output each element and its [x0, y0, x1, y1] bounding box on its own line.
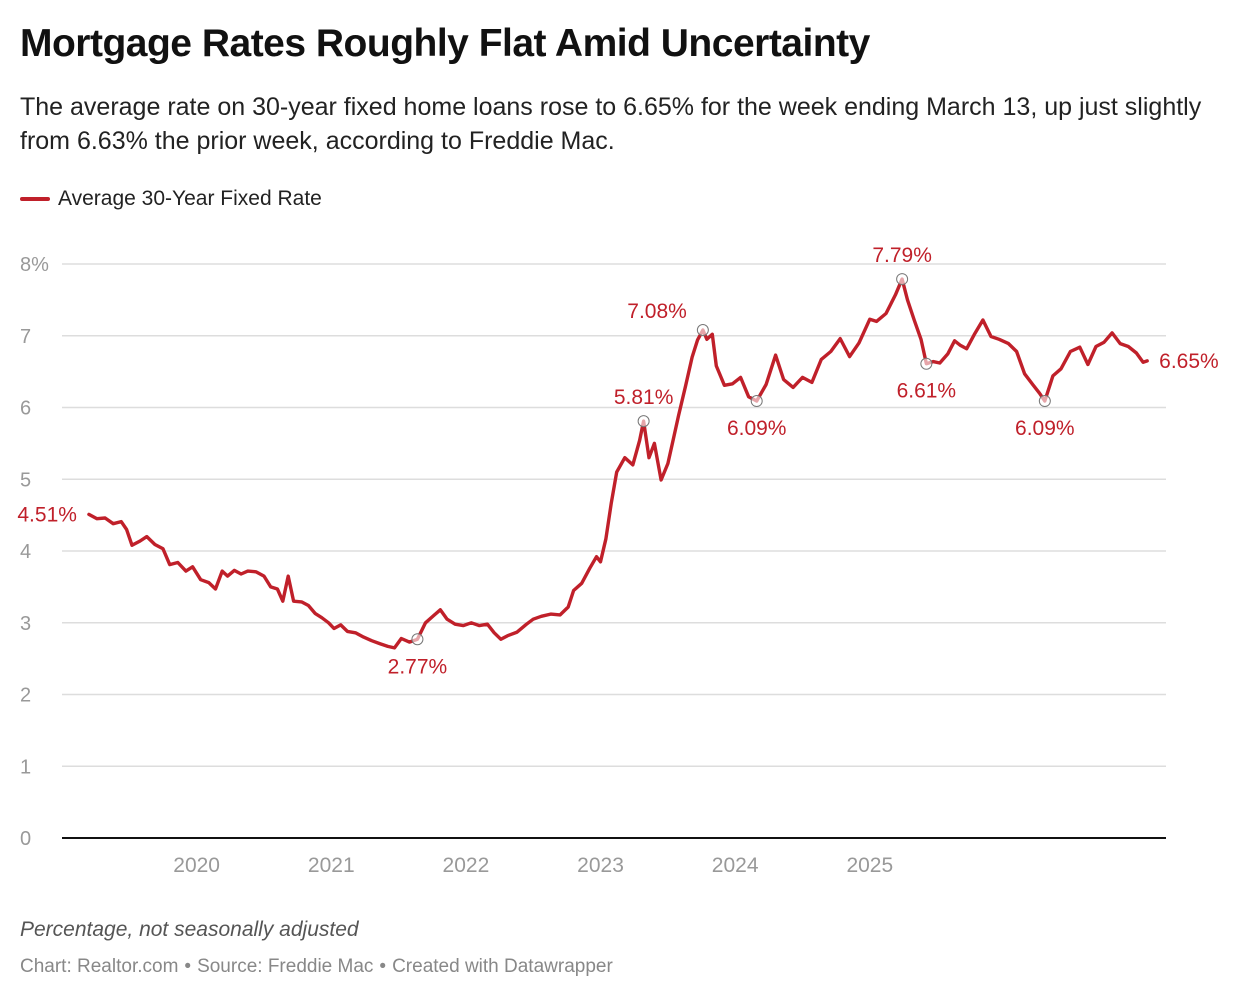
x-axis-labels: 2020 2021 2022 2023 2024 2025 — [173, 854, 893, 877]
y-tick-label: 7 — [20, 326, 31, 348]
chart-note: Percentage, not seasonally adjusted — [20, 918, 359, 941]
chart-footer: Chart: Realtor.com • Source: Freddie Mac • C… — [20, 956, 613, 978]
y-tick-label: 3 — [20, 613, 31, 635]
chart-legend: Average 30-Year Fixed Rate — [20, 185, 322, 213]
annotations: 4.51% 2.77% 5.81% 7.08% 6.09% 7.79% 6.61% 6.09%… — [17, 244, 1218, 678]
annotation-marker — [896, 273, 909, 286]
x-tick-label: 2022 — [443, 854, 490, 877]
annotation-marker — [411, 633, 424, 646]
y-tick-label: 6 — [20, 398, 31, 420]
y-tick-label: 2 — [20, 685, 31, 707]
annotation-marker — [637, 415, 650, 428]
annotation-label: 6.09% — [727, 417, 787, 440]
line-chart: 0 1 2 3 4 5 6 7 8% 2020 2021 2022 2023 2024 2025 4.51… — [17, 244, 1218, 877]
x-tick-label: 2020 — [173, 854, 220, 877]
annotation-label: 7.08% — [627, 300, 687, 323]
legend-label: Average 30-Year Fixed Rate — [58, 187, 322, 210]
footer-created: Created with Datawrapper — [392, 956, 613, 977]
annotation-label: 7.79% — [872, 244, 932, 267]
annotation-marker — [920, 357, 933, 370]
footer-source: Source: Freddie Mac — [197, 956, 374, 977]
y-axis-labels: 0 1 2 3 4 5 6 7 8% — [20, 254, 49, 850]
series-line-average-30-year-fixed-rate — [87, 277, 1149, 650]
annotation-marker — [750, 395, 763, 408]
y-tick-label: 4 — [20, 541, 31, 563]
x-tick-label: 2023 — [577, 854, 624, 877]
y-tick-label: 8% — [20, 254, 49, 276]
annotation-label: 6.65% — [1159, 350, 1219, 373]
footer-separator: • — [184, 956, 192, 977]
annotation-label: 5.81% — [614, 386, 674, 409]
annotation-label: 2.77% — [388, 655, 448, 678]
annotation-label: 4.51% — [17, 503, 77, 526]
legend-swatch — [20, 197, 50, 201]
y-tick-label: 0 — [20, 828, 31, 850]
x-tick-label: 2021 — [308, 854, 355, 877]
chart-subtitle: The average rate on 30-year fixed home l… — [20, 93, 1202, 155]
chart-title: Mortgage Rates Roughly Flat Amid Uncerta… — [20, 22, 870, 65]
x-tick-label: 2025 — [846, 854, 893, 877]
annotation-marker — [1038, 395, 1051, 408]
y-tick-label: 1 — [20, 756, 31, 778]
footer-separator: • — [379, 956, 387, 977]
annotation-marker — [696, 324, 709, 337]
y-tick-label: 5 — [20, 469, 31, 491]
x-tick-label: 2024 — [712, 854, 759, 877]
footer-chart-credit: Chart: Realtor.com — [20, 956, 179, 977]
annotation-label: 6.09% — [1015, 417, 1075, 440]
annotation-label: 6.61% — [897, 380, 957, 403]
